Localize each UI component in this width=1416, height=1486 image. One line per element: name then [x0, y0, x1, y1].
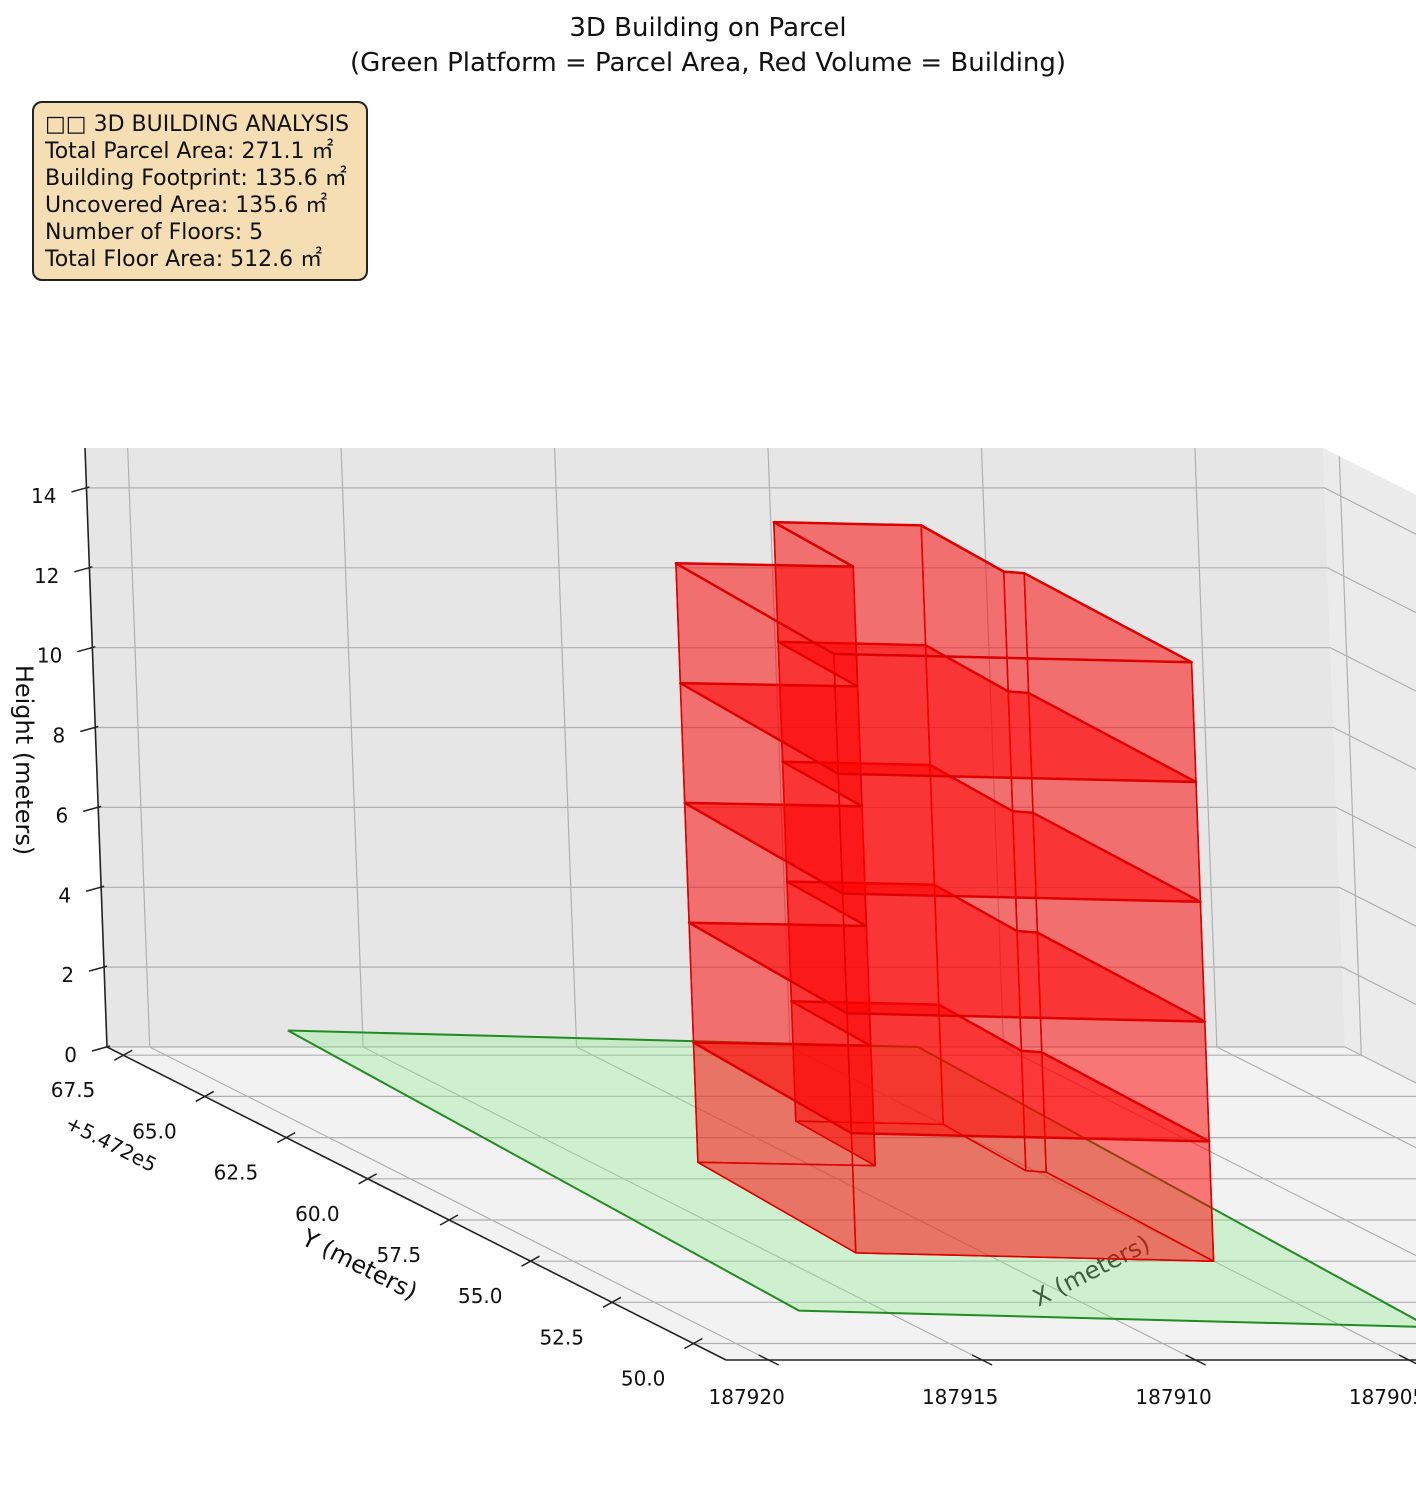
info-number-of-floors: Number of Floors: 5 [45, 220, 264, 245]
y-gridline [693, 1342, 1416, 1345]
z-tick-label: 2 [61, 963, 74, 987]
info-uncovered-area: Uncovered Area: 135.6 ㎡ [45, 193, 328, 218]
z-tick-mark [71, 486, 90, 493]
axes-grid [86, 447, 1416, 1361]
y-tick-label: 62.5 [214, 1161, 259, 1185]
analysis-info-box: □□ 3D BUILDING ANALYSIS Total Parcel Are… [32, 101, 368, 281]
x-tick-label: 187915 [922, 1385, 998, 1409]
building-floor [687, 880, 1210, 1143]
y-tick-label: 67.5 [51, 1078, 96, 1102]
x-tick-mark [758, 1354, 780, 1366]
z-tick-label: 4 [58, 883, 71, 907]
y-gridline [612, 1301, 1416, 1303]
y-tick-label: 60.0 [295, 1202, 340, 1226]
y-tick-label: 65.0 [132, 1119, 177, 1143]
z-gridline [107, 1046, 1416, 1084]
z-tick-mark [85, 885, 105, 892]
z-tick-label: 6 [55, 803, 68, 827]
z-gridline [92, 647, 1416, 692]
z-tick-mark [74, 566, 93, 573]
z-tick-mark [80, 725, 99, 733]
x-tick-label: 187905 [1349, 1385, 1416, 1409]
y-tick-mark [195, 1090, 215, 1103]
axis-lines [84, 447, 1416, 1361]
z-gridline [86, 487, 1416, 535]
z-tick-mark [77, 645, 96, 653]
y-gridline [286, 1136, 1416, 1139]
back-left-pane [1323, 448, 1416, 1083]
z-gridline [101, 886, 1416, 927]
z-tick-mark [91, 1045, 111, 1052]
z-axis-label: Height (meters) [10, 665, 38, 855]
info-total-floor-area: Total Floor Area: 512.6 ㎡ [45, 247, 323, 272]
y-axis-line [106, 1046, 727, 1361]
z-gridline [95, 726, 1416, 770]
floor-pane [107, 1047, 1416, 1360]
y-tick-label: 50.0 [621, 1367, 666, 1391]
x-tick-label: 187910 [1135, 1385, 1211, 1409]
building-floor [674, 520, 1197, 783]
x-tick-mark [971, 1354, 993, 1366]
z-tick-mark [82, 805, 102, 813]
z-axis-line [84, 447, 108, 1048]
z-tick-mark [88, 965, 108, 972]
chart-title-line-2: (Green Platform = Parcel Area, Red Volum… [350, 48, 1066, 78]
z-tick-label: 14 [31, 484, 56, 508]
x-tick-mark [1185, 1354, 1206, 1366]
y-gridline [530, 1260, 1416, 1262]
building-floor [679, 640, 1202, 903]
z-tick-label: 0 [64, 1043, 77, 1067]
z-tick-label: 10 [37, 644, 62, 668]
y-gridline [449, 1219, 1416, 1221]
info-total-parcel-area: Total Parcel Area: 271.1 ㎡ [45, 139, 334, 164]
y-tick-mark [276, 1131, 296, 1144]
z-tick-label: 12 [34, 564, 59, 588]
y-tick-mark [684, 1337, 703, 1350]
y-tick-mark [358, 1173, 377, 1185]
x-tick-label: 187920 [709, 1385, 785, 1409]
z-gridline [89, 567, 1416, 614]
y-tick-label: 52.5 [539, 1325, 584, 1349]
y-tick-label: 55.0 [458, 1284, 503, 1308]
y-tick-mark [113, 1049, 133, 1061]
building-floor [692, 1000, 1215, 1262]
building-floor [683, 760, 1206, 1023]
y-tick-mark [439, 1214, 459, 1226]
z-gridline [98, 806, 1416, 849]
chart-title-line-1: 3D Building on Parcel [569, 13, 846, 43]
z-tick-label: 8 [53, 724, 66, 748]
y-gridline [367, 1178, 1416, 1180]
info-building-footprint: Building Footprint: 135.6 ㎡ [45, 166, 347, 191]
plot-area [287, 520, 1416, 1328]
y-tick-label: 57.5 [377, 1243, 422, 1267]
y-tick-mark [602, 1296, 622, 1308]
y-tick-mark [521, 1255, 540, 1267]
info-box-heading: □□ 3D BUILDING ANALYSIS [45, 112, 350, 137]
z-gridline [104, 966, 1416, 1006]
floor-top-face [674, 520, 1193, 664]
parcel-polygon [287, 1029, 1416, 1328]
y-gridline [204, 1095, 1416, 1098]
